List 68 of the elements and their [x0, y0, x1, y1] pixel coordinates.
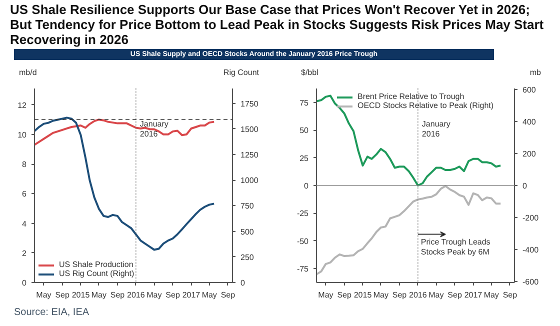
x-tick-label: Sep	[220, 290, 236, 300]
x-tick-label: Sep	[166, 290, 180, 300]
legend-label: US Shale Production	[59, 260, 134, 269]
y-tick-label: -50	[296, 236, 310, 246]
y2-tick-label: 400	[522, 117, 536, 126]
x-tick-label: Sep	[392, 290, 408, 300]
annotation: Price Trough Leads Stocks Peak by 6M	[420, 237, 490, 256]
x-tick-label: Sep	[337, 290, 352, 300]
x-tick-label: May	[428, 290, 444, 300]
x-tick-label: 2015	[354, 290, 372, 300]
x-tick-label: May	[202, 290, 217, 300]
y-tick-label: 0	[304, 182, 310, 190]
y-tick-label: 8	[22, 160, 28, 170]
x-tick-label: May	[146, 290, 162, 300]
y-tick-label: 50	[300, 126, 310, 136]
y-tick-label: 0	[22, 278, 28, 288]
y2-tick-label: 250	[240, 252, 254, 262]
x-tick-label: 2016	[409, 290, 428, 300]
x-tick-label: 2015	[72, 290, 90, 300]
x-tick-label: 2017	[464, 290, 483, 300]
x-tick-label: 2016	[127, 290, 146, 300]
y2-axis-title: Rig Count	[223, 67, 259, 78]
line-series	[34, 116, 216, 251]
y-tick-label: 10	[18, 130, 28, 140]
y2-tick-label: 0	[240, 278, 246, 288]
y2-tick-label: 750	[240, 202, 254, 211]
y-axis-title: $/bbl	[301, 67, 318, 78]
x-tick-label: May	[91, 290, 106, 300]
y2-tick-label: -600	[522, 278, 540, 287]
line-series	[316, 184, 502, 276]
y2-tick-label: 500	[240, 227, 254, 236]
y-tick-label: -25	[296, 209, 310, 218]
y-tick-label: 25	[300, 154, 310, 163]
y2-tick-label: 0	[522, 182, 528, 190]
line-series	[34, 118, 216, 146]
y2-tick-label: -200	[522, 214, 540, 223]
y2-tick-label: 1000	[240, 176, 259, 186]
x-tick-label: May	[484, 290, 499, 300]
y-tick-label: -75	[296, 264, 310, 274]
y-tick-label: 4	[22, 219, 28, 228]
x-tick-label: May	[36, 290, 52, 300]
ref-line-label: January 2016	[422, 120, 450, 138]
y-tick-label: 75	[300, 98, 310, 108]
x-tick-label: Sep	[110, 290, 126, 300]
x-tick-label: May	[373, 290, 388, 300]
y2-tick-label: 600	[522, 85, 536, 94]
legend-label: OECD Stocks Relative to Peak (Right)	[357, 101, 494, 110]
y2-tick-label: -400	[522, 246, 540, 255]
y-tick-label: 12	[18, 100, 28, 110]
ref-line-label: January 2016	[140, 120, 168, 138]
y2-tick-label: 200	[522, 149, 536, 158]
text: US Shale Resilience Supports Our Base Case that Prices Won't Recover Yet in 2026; But Tendency for Price Bottom to Lead Peak in Stocks Suggests Risk Prices May Start Recovering in 2026	[10, 2, 545, 47]
legend-label: US Rig Count (Right)	[59, 269, 134, 278]
x-tick-label: Sep	[55, 290, 70, 300]
y2-tick-label: 1500	[240, 124, 259, 134]
y2-tick-label: 1750	[240, 99, 259, 108]
y-tick-label: 2	[22, 248, 28, 258]
x-tick-label: 2017	[182, 290, 201, 300]
source-note: Source: EIA, IEA	[14, 306, 90, 320]
x-tick-label: Sep	[448, 290, 462, 300]
x-tick-label: Sep	[502, 290, 518, 300]
y-tick-label: 6	[22, 190, 28, 199]
legend-label: Brent Price Relative to Trough	[357, 92, 464, 101]
line-series	[316, 94, 502, 186]
y2-axis-title: mb	[530, 67, 541, 78]
y2-tick-label: 1250	[240, 150, 259, 160]
x-tick-label: May	[318, 290, 334, 300]
y-axis-title: mb/d	[19, 67, 37, 78]
